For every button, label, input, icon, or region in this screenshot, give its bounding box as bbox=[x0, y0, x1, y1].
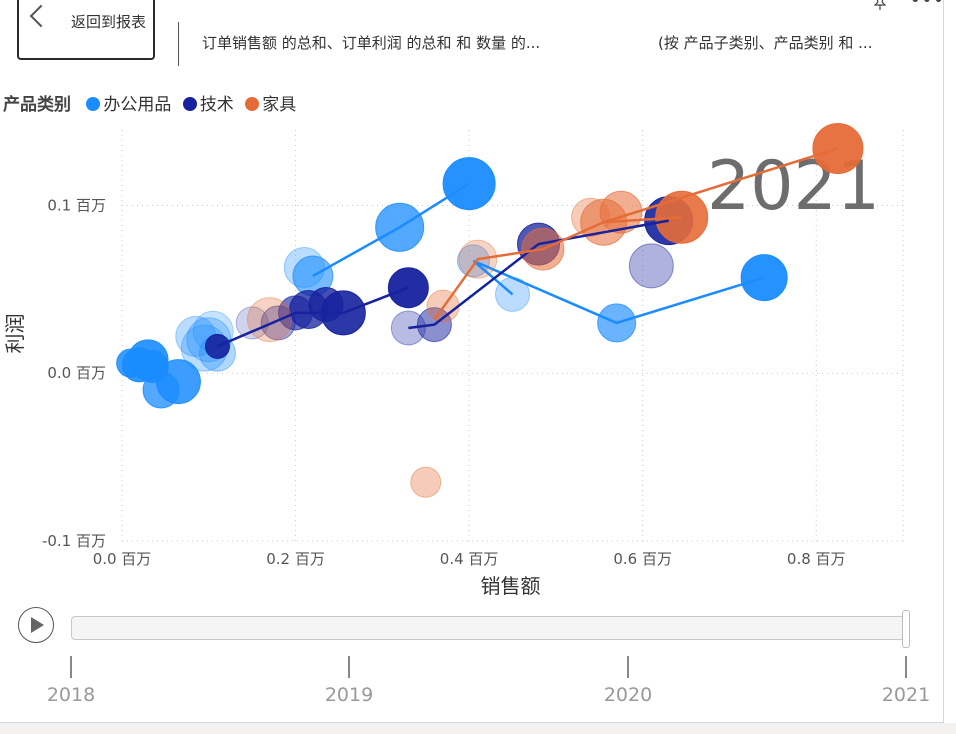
year-label: 2020 bbox=[603, 684, 653, 706]
play-button[interactable] bbox=[18, 607, 54, 643]
back-to-report-button[interactable]: 返回到报表 bbox=[17, 0, 155, 60]
visual-title: 订单销售额 的总和、订单利润 的总和 和 数量 的... bbox=[202, 34, 541, 52]
legend-label: 办公用品 bbox=[103, 95, 172, 115]
legend-dot bbox=[182, 97, 197, 111]
legend-label: 技术 bbox=[199, 95, 234, 115]
trail-line bbox=[216, 286, 409, 348]
legend-dot bbox=[245, 97, 260, 111]
header-separator bbox=[178, 22, 179, 66]
bottom-strip bbox=[0, 723, 956, 734]
legend: 产品类别 办公用品 技术 家具 bbox=[3, 90, 302, 115]
y-tick-label: -0.1 百万 bbox=[42, 532, 106, 550]
y-tick-label: 0.0 百万 bbox=[47, 364, 106, 382]
year-tick bbox=[627, 656, 629, 678]
visual-subtitle: (按 产品子类别、产品类别 和 ... bbox=[658, 34, 873, 52]
trail-line bbox=[472, 259, 765, 325]
slider-handle[interactable] bbox=[902, 610, 910, 648]
y-tick-label: 0.1 百万 bbox=[47, 196, 106, 214]
x-tick-label: 0.2 百万 bbox=[266, 550, 325, 568]
bubble bbox=[247, 297, 293, 343]
legend-dot bbox=[86, 97, 101, 111]
year-tick bbox=[905, 656, 907, 678]
bubble bbox=[135, 350, 169, 384]
legend-label: 家具 bbox=[262, 95, 297, 115]
bubble bbox=[410, 466, 442, 498]
pin-icon[interactable] bbox=[872, 0, 888, 10]
year-label: 2021 bbox=[881, 684, 931, 706]
year-label: 2018 bbox=[46, 684, 96, 706]
x-tick-label: 0.6 百万 bbox=[613, 550, 672, 568]
y-axis-title: 利润 bbox=[3, 314, 27, 354]
trail-line bbox=[408, 219, 669, 330]
year-label: 2019 bbox=[324, 684, 374, 706]
trail-line bbox=[312, 182, 470, 278]
bubble bbox=[628, 243, 674, 289]
trail-line bbox=[603, 147, 839, 224]
trail-line bbox=[433, 215, 682, 321]
x-tick-label: 0.0 百万 bbox=[93, 550, 152, 568]
play-icon bbox=[31, 617, 44, 633]
play-axis-slider[interactable] bbox=[71, 616, 907, 640]
trail-line bbox=[472, 259, 514, 296]
legend-item-tech[interactable]: 技术 bbox=[182, 90, 234, 115]
x-tick-label: 0.8 百万 bbox=[787, 550, 846, 568]
bubble bbox=[235, 306, 269, 340]
scatter-chart: 0.0 百万 0.2 百万 0.4 百万 0.6 百万 0.8 百万-0.1 百万0.0… bbox=[3, 122, 904, 598]
slider-fill bbox=[72, 617, 906, 639]
legend-item-office[interactable]: 办公用品 bbox=[86, 90, 171, 115]
legend-title: 产品类别 bbox=[3, 95, 71, 115]
x-axis-title: 销售额 bbox=[481, 574, 541, 598]
back-to-report-label: 返回到报表 bbox=[71, 13, 147, 31]
more-options-icon[interactable]: ••• bbox=[910, 0, 945, 11]
legend-item-furniture[interactable]: 家具 bbox=[245, 90, 296, 115]
year-tick bbox=[348, 656, 350, 678]
year-tick bbox=[70, 656, 72, 678]
x-tick-label: 0.4 百万 bbox=[440, 550, 499, 568]
